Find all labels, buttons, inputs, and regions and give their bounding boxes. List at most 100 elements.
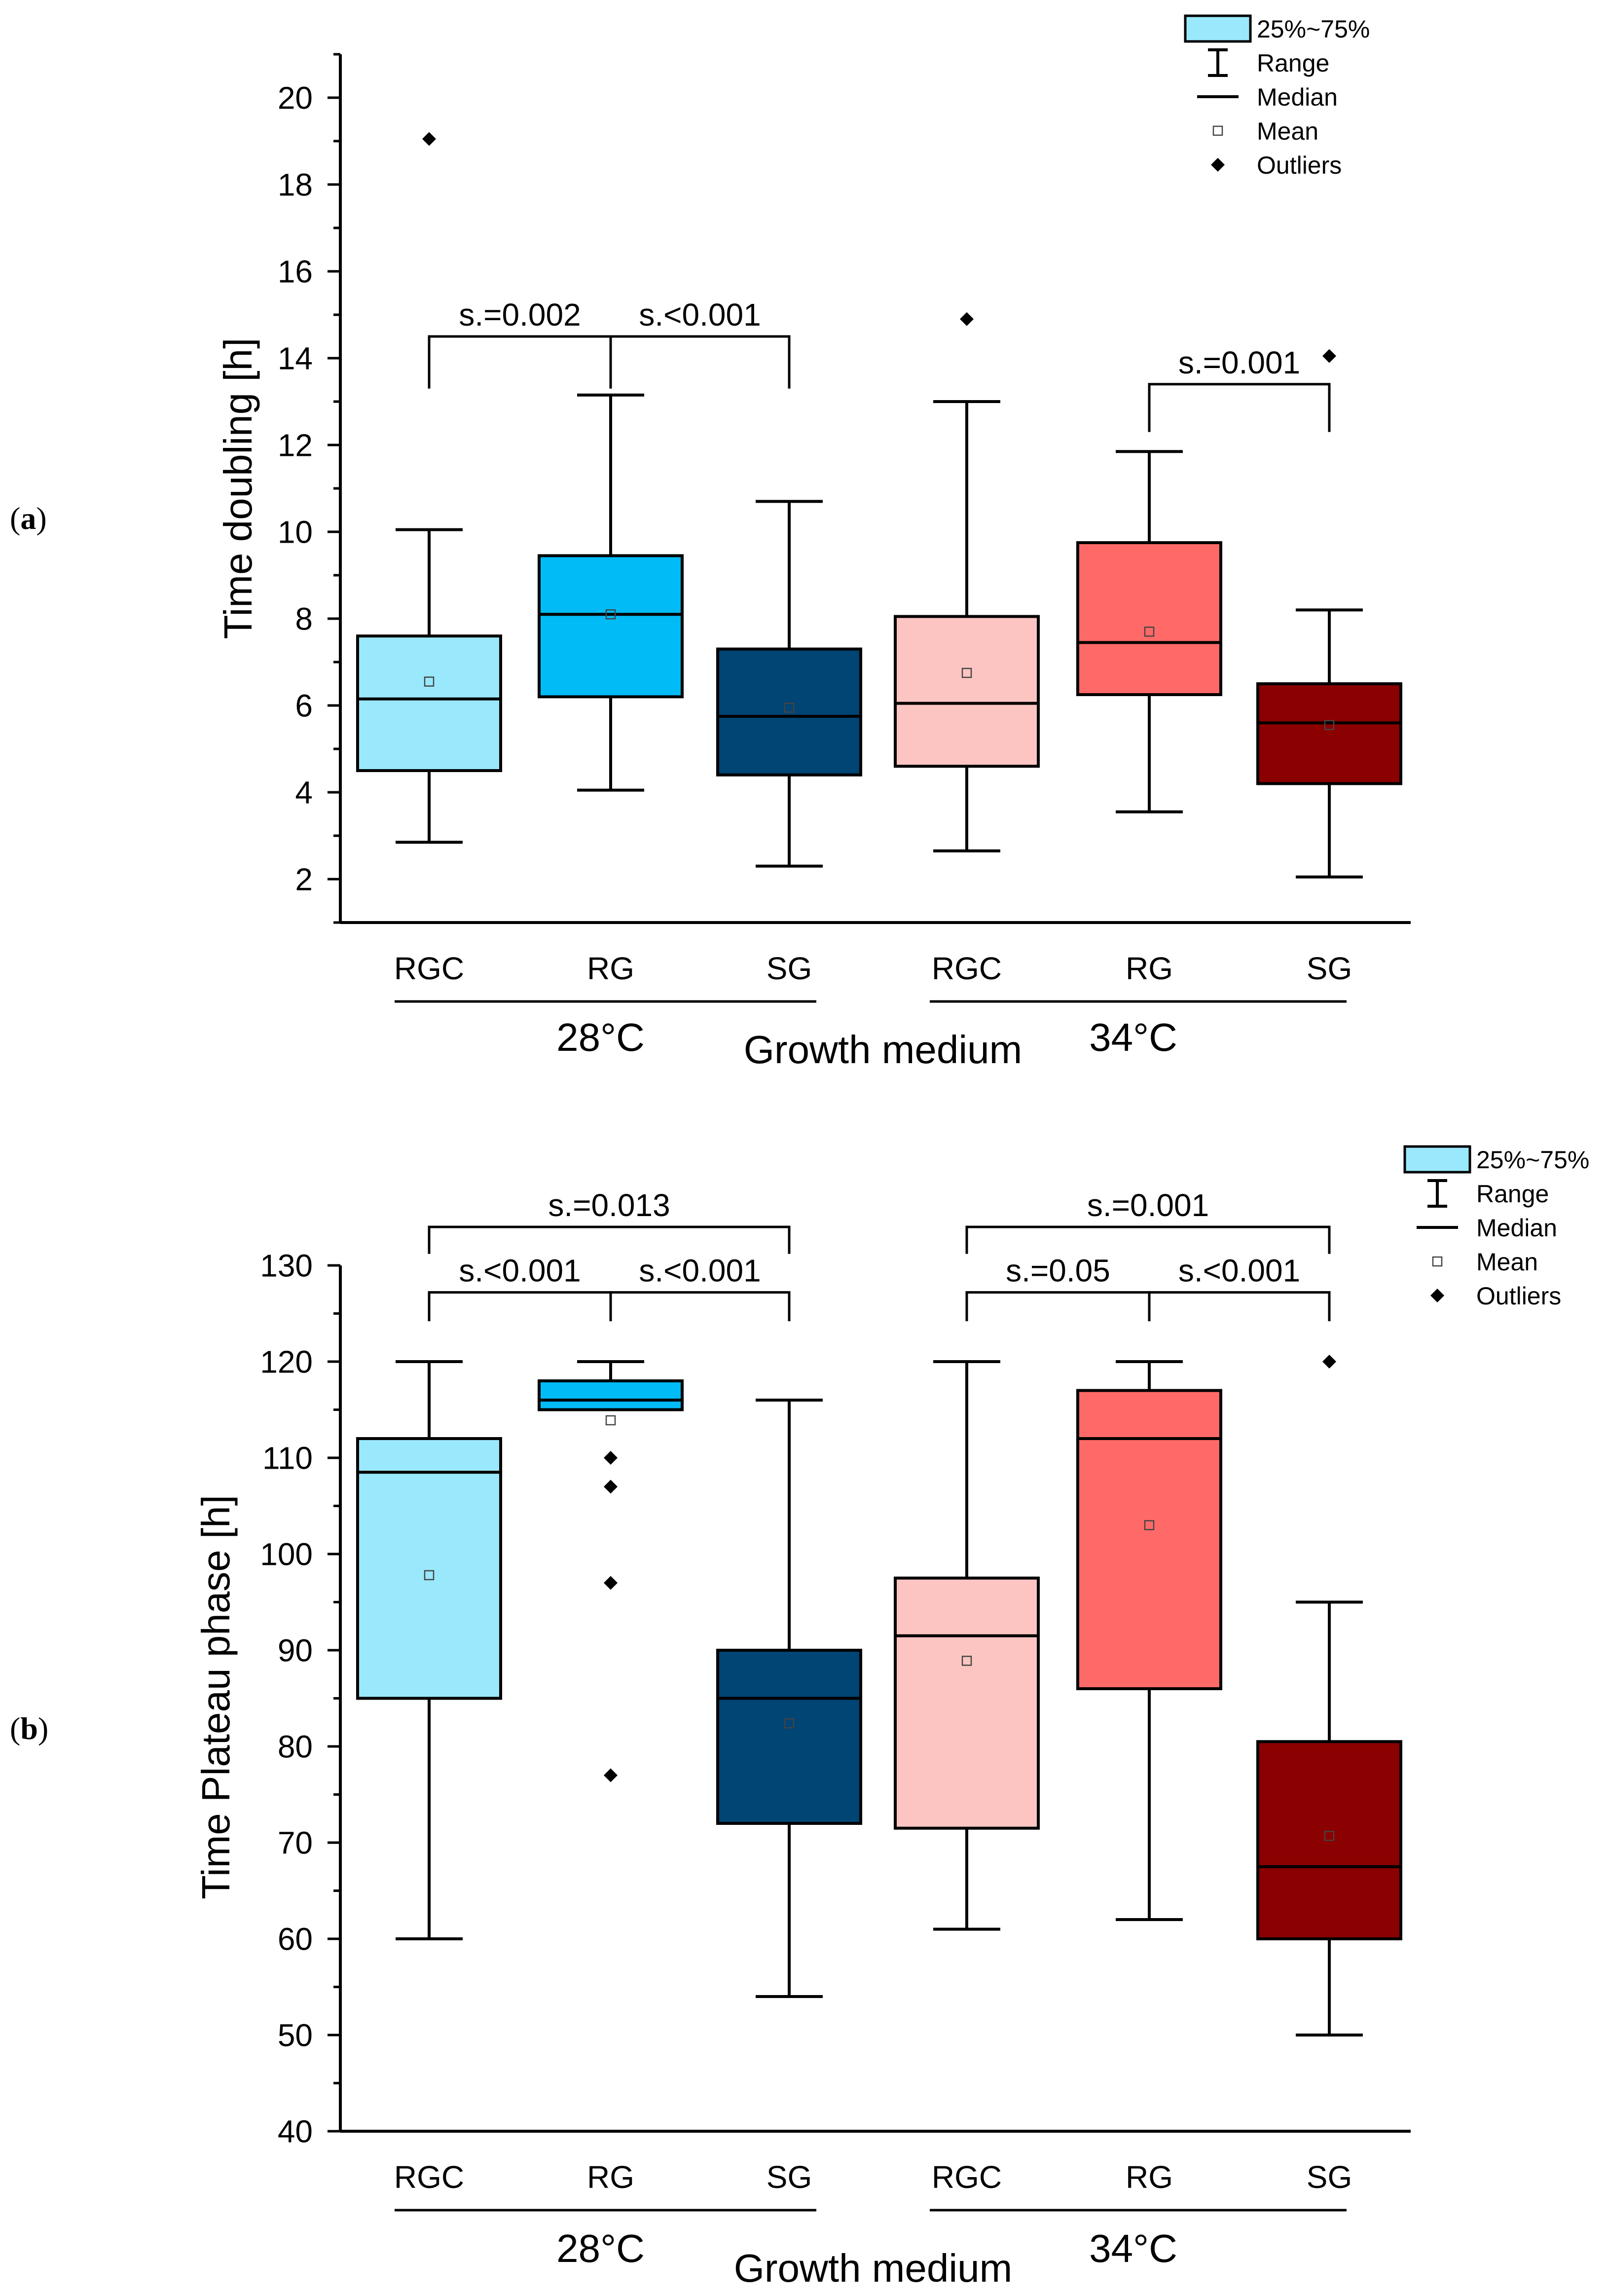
legend-entry: Median [1417,1214,1557,1242]
legend-entry: Mean [1212,117,1318,145]
panel-b-category-labels: RGC RG SG RGC RG SG 28°C 34°C [394,2159,1352,2270]
bracket-line [609,1291,791,1322]
panel-a-label: (a) [10,501,47,536]
legend-label: Outliers [1476,1282,1561,1310]
y-tick-label: 130 [260,1248,313,1283]
legend-label: Range [1476,1180,1549,1208]
significance-bracket: s.<0.001 [428,1253,612,1322]
box-rgc-28c [356,1360,502,1940]
y-tick-label: 110 [262,1440,313,1476]
panel-b-x-axis-title: Growth medium [734,2246,1013,2290]
legend-label: Median [1476,1214,1557,1242]
significance-label: s.=0.001 [1178,345,1300,380]
outlier-marker [1322,1355,1336,1369]
bracket-line [428,1225,791,1254]
bracket-line [965,1225,1331,1254]
legend-label: Median [1257,83,1338,111]
x-category-label: RGC [932,951,1002,986]
legend-label: Mean [1476,1248,1538,1276]
y-tick-label: 18 [278,167,313,202]
legend-label: Range [1257,49,1329,77]
mean-marker [605,609,616,620]
y-tick-label: 60 [278,1921,313,1957]
outlier-marker [604,1576,618,1590]
y-tick-label: 12 [278,427,313,463]
box-sg-34c [1256,1355,1402,2037]
legend-entry: Mean [1432,1248,1538,1276]
significance-label: s.<0.001 [459,1253,581,1289]
legend-label: 25%~75% [1476,1146,1589,1174]
group-label: 34°C [1089,2226,1177,2270]
significance-label: s.=0.05 [1006,1253,1110,1289]
mean-marker [961,667,972,678]
y-tick-label: 90 [278,1632,313,1668]
y-tick-label: 80 [278,1729,313,1764]
panel-a-x-axis-title: Growth medium [744,1028,1023,1072]
mean-marker [784,703,795,713]
box-rgc-34c [894,312,1040,852]
box-rgc-28c [356,132,502,844]
mean-marker [605,1415,616,1426]
mean-marker [961,1656,972,1666]
legend-entry: Outliers [1430,1282,1561,1310]
legend-iqr-swatch [1403,1145,1471,1174]
legend-mean-symbol [1212,125,1223,136]
legend-iqr-swatch [1184,14,1252,43]
outlier-marker [604,1480,618,1494]
mean-marker [424,1570,435,1581]
legend-range-symbol [1427,1179,1447,1208]
y-tick-label: 14 [278,340,313,376]
panel-a-boxplot: (a) Time doubling [h] Growth medium 2 4 6 8… [10,14,1411,1072]
panel-b-label: (b) [10,1711,48,1746]
box-rg-34c [1076,1360,1222,1921]
panel-b-y-ticks: 40 50 60 70 80 90 100 110 120 130 [260,1248,340,2149]
mean-marker [1144,1520,1155,1530]
box-sg-28c [716,1399,862,1998]
x-category-label: RG [587,2159,634,2195]
x-category-label: RG [1126,2159,1173,2195]
outlier-marker [604,1768,618,1782]
panel-a-boxes [356,132,1402,879]
legend-entry: 25%~75% [1403,1145,1589,1174]
significance-bracket: s.=0.002 [428,297,612,389]
legend-entry: Median [1197,83,1338,111]
significance-bracket: s.<0.001 [1148,1253,1331,1322]
bracket-line [609,335,791,389]
y-tick-label: 20 [278,80,313,115]
legend-outlier-symbol [1211,158,1225,172]
y-tick-label: 6 [295,688,313,723]
box-sg-28c [716,500,862,868]
group-label: 28°C [556,1015,645,1059]
mean-marker [784,1718,795,1729]
significance-label: s.<0.001 [1178,1253,1300,1289]
y-tick-label: 70 [278,1825,313,1860]
panel-b-boxplot: (b) Time Plateau phase [h] Growth medium… [10,1145,1589,2290]
legend-outlier-symbol [1430,1289,1444,1302]
significance-bracket: s.<0.001 [609,1253,791,1322]
iqr-box [538,1379,684,1411]
mean-marker [1324,720,1335,730]
outlier-marker [1322,349,1336,363]
panel-a-y-axis-title: Time doubling [h] [216,338,260,639]
legend-label: 25%~75% [1257,15,1370,43]
group-label: 34°C [1089,1015,1177,1059]
mean-marker [1324,1831,1335,1841]
significance-label: s.=0.013 [548,1187,670,1223]
y-tick-label: 8 [295,601,313,636]
x-category-label: SG [1307,951,1352,986]
panel-a-significance-brackets: s.=0.002 s.<0.001 s.=0.001 [428,297,1331,432]
outlier-marker [960,312,974,326]
panel-a-y-ticks: 2 4 6 8 10 12 14 16 18 20 [278,53,340,924]
legend-range-symbol [1208,48,1228,77]
y-tick-label: 4 [295,775,313,810]
y-tick-label: 40 [278,2113,313,2149]
x-category-label: RGC [394,2159,464,2195]
legend-entry: Range [1208,48,1329,77]
y-tick-label: 100 [260,1536,313,1572]
box-rg-28c [538,1360,684,1782]
group-label: 28°C [556,2226,645,2270]
significance-bracket: s.=0.001 [965,1187,1331,1254]
panel-a-legend: 25%~75% Range Median Mean Outliers [1184,14,1370,179]
y-tick-label: 50 [278,2017,313,2053]
